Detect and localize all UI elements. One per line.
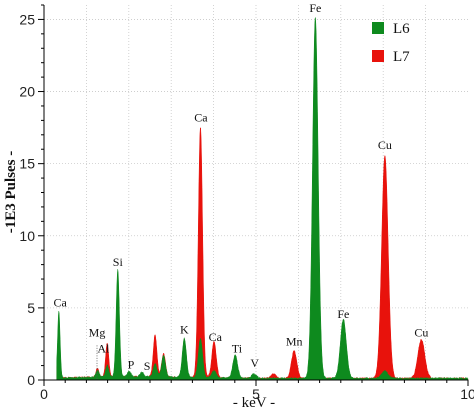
- peak-label-cu: Cu: [414, 326, 428, 340]
- y-tick-label: 20: [19, 84, 35, 100]
- peak-label-fe: Fe: [337, 307, 349, 321]
- peak-label-ti: Ti: [232, 341, 243, 355]
- legend-swatch-l6: [372, 22, 384, 34]
- legend-swatch-l7: [372, 50, 384, 62]
- peak-label-p: P: [128, 357, 135, 371]
- y-tick-label: 15: [19, 156, 35, 172]
- peak-label-ca: Ca: [194, 111, 208, 125]
- y-tick-label: 5: [27, 300, 35, 316]
- series-area-l6: [56, 16, 469, 381]
- peak-label-ca: Ca: [53, 295, 67, 309]
- peak-label-s: S: [144, 359, 151, 373]
- y-tick-label: 10: [19, 228, 35, 244]
- x-tick-label: 5: [252, 386, 260, 402]
- legend: L6 L7: [372, 21, 410, 65]
- peak-label-mn: Mn: [286, 334, 303, 348]
- y-axis-title: -1E3 Pulses -: [3, 151, 19, 234]
- y-tick-label: 0: [27, 372, 35, 388]
- legend-label-l6: L6: [393, 21, 410, 37]
- x-axis-title: - keV -: [233, 395, 275, 411]
- x-tick-label: 0: [40, 386, 48, 402]
- peak-label-si: Si: [113, 255, 124, 269]
- peak-label-fe: Fe: [309, 1, 321, 15]
- peak-label-k: K: [180, 323, 189, 337]
- peak-label-mg: Mg: [89, 326, 106, 340]
- spectrum-series: [56, 16, 469, 381]
- peak-label-cu: Cu: [378, 138, 392, 152]
- legend-label-l7: L7: [393, 49, 410, 65]
- axes: 0 5 10 0 5 10 15 20 25: [19, 4, 474, 402]
- peak-label-v: V: [250, 356, 259, 370]
- x-tick-label: 10: [460, 386, 474, 402]
- peak-label-ca: Ca: [209, 330, 223, 344]
- peak-label-al: Al: [97, 341, 110, 355]
- y-tick-label: 25: [19, 11, 35, 27]
